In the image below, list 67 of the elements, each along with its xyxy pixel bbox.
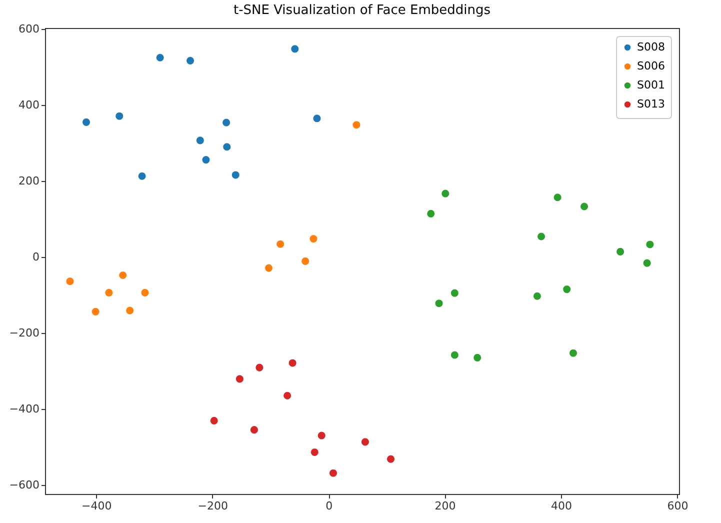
point <box>426 209 436 218</box>
point <box>308 234 318 244</box>
point <box>231 170 240 180</box>
point <box>282 391 292 400</box>
point <box>290 44 300 54</box>
point <box>250 425 259 434</box>
point <box>552 192 562 202</box>
point <box>114 112 124 121</box>
y-tick-label: −600 <box>9 478 40 492</box>
point <box>137 172 147 181</box>
point <box>276 240 285 249</box>
point <box>642 258 652 268</box>
point <box>300 256 310 266</box>
point <box>450 350 460 360</box>
point <box>90 307 100 316</box>
point <box>118 270 128 280</box>
point <box>352 120 362 130</box>
point <box>82 118 91 127</box>
point <box>125 306 134 316</box>
point <box>201 155 211 164</box>
y-tick-label: −400 <box>9 402 40 416</box>
y-tick-label: 400 <box>18 98 40 112</box>
chart-title: t-SNE Visualization of Face Embeddings <box>233 3 491 18</box>
legend-label: S013 <box>637 98 665 110</box>
point <box>222 142 232 152</box>
point <box>65 276 75 286</box>
point <box>616 247 625 256</box>
point <box>580 202 589 212</box>
x-tick-label: −200 <box>198 500 228 512</box>
x-tick-label: 200 <box>434 500 456 512</box>
y-tick-label: −200 <box>9 326 40 340</box>
point <box>312 114 322 123</box>
point <box>196 136 205 145</box>
legend-label: S001 <box>637 78 665 92</box>
point <box>288 358 298 368</box>
point <box>317 430 326 440</box>
x-tick-label: 600 <box>667 500 688 512</box>
point <box>440 189 450 198</box>
point <box>264 263 274 273</box>
point <box>472 353 482 362</box>
y-tick-label: 600 <box>18 22 40 36</box>
point <box>254 362 264 372</box>
point <box>140 288 150 298</box>
x-tick-label: 0 <box>326 500 333 512</box>
point <box>434 298 444 308</box>
point <box>536 232 546 242</box>
x-tick-label: −400 <box>82 500 112 512</box>
point <box>186 56 195 66</box>
point <box>155 53 165 62</box>
point <box>386 454 396 464</box>
point <box>568 348 578 358</box>
y-tick-label: 0 <box>32 250 40 264</box>
point <box>360 437 370 447</box>
point <box>450 288 460 298</box>
y-tick-label: 200 <box>18 174 40 188</box>
point <box>235 374 244 384</box>
point <box>562 284 572 294</box>
point <box>210 416 219 426</box>
point <box>104 288 114 298</box>
point <box>222 118 231 128</box>
point <box>645 240 655 250</box>
x-tick-label: 400 <box>551 500 572 512</box>
legend-label: S008 <box>637 40 665 54</box>
point <box>328 468 338 478</box>
legend-label: S006 <box>637 60 665 72</box>
point <box>532 292 542 301</box>
point <box>310 448 320 457</box>
